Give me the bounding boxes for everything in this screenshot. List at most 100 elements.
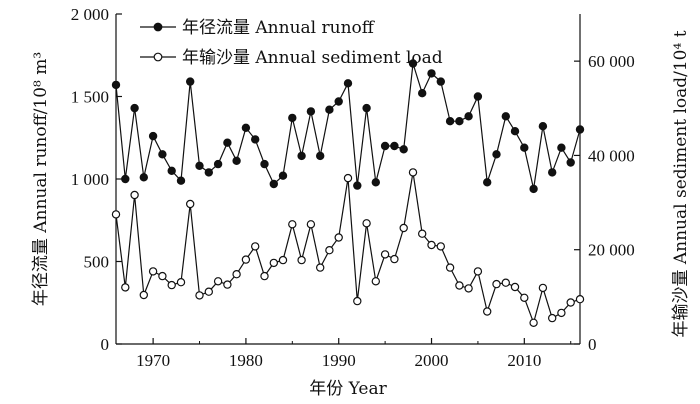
data-point <box>548 313 557 323</box>
data-point <box>250 242 260 251</box>
y-left-tick-label: 2 000 <box>71 5 109 24</box>
data-point <box>121 283 130 292</box>
data-point <box>445 263 455 272</box>
data-point <box>418 229 427 238</box>
data-point <box>121 174 130 184</box>
data-point <box>167 280 176 290</box>
data-point <box>223 280 232 289</box>
data-point <box>204 168 213 177</box>
data-point <box>455 281 464 290</box>
data-point <box>473 267 483 276</box>
data-point <box>130 103 139 113</box>
data-point <box>353 181 362 190</box>
data-point <box>529 318 538 327</box>
data-point <box>380 141 390 151</box>
data-point <box>501 278 510 287</box>
data-point <box>306 220 316 229</box>
data-point <box>260 159 269 169</box>
data-point <box>557 308 566 318</box>
data-point <box>325 245 334 255</box>
x-tick-label: 1970 <box>136 351 170 370</box>
data-point <box>473 92 483 101</box>
data-point <box>455 116 464 126</box>
data-point <box>241 255 251 264</box>
data-point <box>399 223 408 233</box>
data-point <box>436 77 445 86</box>
data-point <box>232 270 241 279</box>
data-point <box>343 173 353 183</box>
data-point <box>427 240 436 250</box>
legend-marker <box>153 22 163 32</box>
data-point <box>269 179 278 189</box>
data-point <box>483 178 492 187</box>
data-point <box>483 307 492 316</box>
data-point <box>278 171 288 180</box>
data-point <box>148 131 158 141</box>
data-point <box>427 69 436 78</box>
legend-label: 年输沙量 Annual sediment load <box>182 48 443 68</box>
legend-label: 年径流量 Annual runoff <box>182 18 376 38</box>
data-point <box>148 267 158 276</box>
data-point <box>204 287 213 296</box>
data-point <box>176 176 186 185</box>
data-point <box>418 88 427 98</box>
data-point <box>520 143 529 152</box>
data-point <box>334 233 343 242</box>
axes: 1970 1980 1990 2000 2010 0 500 1 000 1 500 2 000 0… <box>71 5 635 370</box>
y-left-tick-label: 1 000 <box>71 170 109 189</box>
y-axis-right-title: 年输沙量 Annual sediment load/10⁴ t <box>671 30 691 337</box>
data-point <box>575 295 585 304</box>
data-point <box>130 190 139 200</box>
data-point <box>176 278 186 287</box>
data-point <box>316 151 325 161</box>
data-point <box>195 291 204 300</box>
data-point <box>575 125 585 134</box>
data-point <box>325 105 334 114</box>
x-tick-label: 2000 <box>415 351 449 370</box>
x-axis-title: 年份 Year <box>309 379 387 399</box>
y-right-tick-label: 40 000 <box>588 146 635 165</box>
data-point <box>213 277 223 286</box>
data-point <box>241 123 251 133</box>
legend-marker <box>153 52 163 62</box>
series-sediment-load <box>111 168 585 327</box>
data-point <box>436 242 445 251</box>
data-point <box>548 168 557 177</box>
data-point <box>288 113 297 123</box>
data-point <box>297 255 306 265</box>
data-point <box>362 219 371 228</box>
data-point <box>445 116 455 126</box>
data-point <box>223 138 232 147</box>
data-point <box>139 173 148 182</box>
data-point <box>111 80 121 90</box>
data-point <box>158 271 167 281</box>
data-point <box>297 151 306 161</box>
data-point <box>566 158 575 167</box>
data-point <box>334 97 343 106</box>
data-point <box>408 59 418 68</box>
data-point <box>260 271 269 281</box>
data-point <box>250 135 260 144</box>
data-point <box>213 159 223 169</box>
x-tick-label: 1980 <box>229 351 263 370</box>
data-point <box>492 279 501 289</box>
data-point <box>510 126 520 136</box>
data-point <box>538 283 548 293</box>
series-line <box>115 172 581 325</box>
data-point <box>195 161 204 170</box>
data-point <box>185 199 195 209</box>
data-point <box>158 150 167 159</box>
y-right-tick-label: 0 <box>588 335 597 354</box>
y-left-tick-label: 500 <box>84 253 110 272</box>
x-tick-label: 2010 <box>507 351 541 370</box>
data-point <box>408 168 418 177</box>
y-right-tick-label: 60 000 <box>588 52 635 71</box>
data-point <box>353 296 362 306</box>
data-point <box>139 290 148 300</box>
series-runoff <box>111 59 585 194</box>
data-point <box>390 141 399 151</box>
data-point <box>520 293 529 302</box>
data-point <box>269 258 278 268</box>
